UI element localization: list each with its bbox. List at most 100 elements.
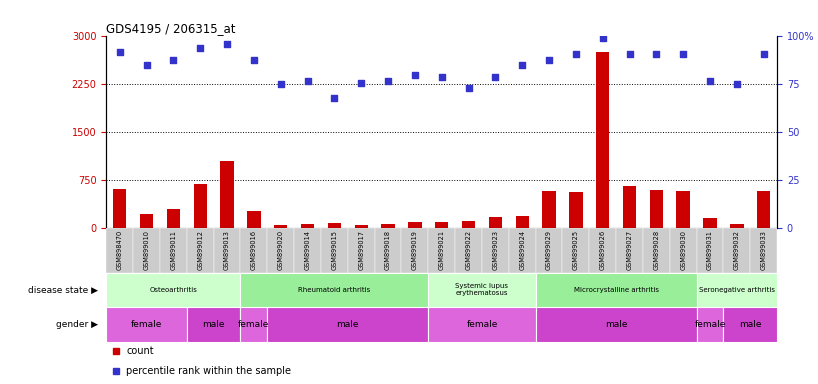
Bar (455, 228, 482, 273)
Bar (194, 184, 207, 228)
Text: count: count (127, 346, 154, 356)
Bar (294, 228, 321, 273)
Point (730, 81, 744, 88)
Bar (240, 307, 267, 342)
Text: Osteoarthritis: Osteoarthritis (150, 287, 197, 293)
Bar (757, 191, 771, 228)
Text: GSM899016: GSM899016 (251, 230, 257, 270)
Point (355, 79, 368, 86)
Text: GSM899010: GSM899010 (144, 230, 150, 270)
Text: GSM899015: GSM899015 (331, 230, 337, 270)
Bar (240, 273, 429, 307)
Bar (321, 228, 348, 273)
Bar (649, 190, 663, 228)
Point (274, 81, 287, 88)
Bar (750, 228, 777, 273)
Text: GSM899029: GSM899029 (546, 230, 552, 270)
Text: male: male (739, 320, 762, 329)
Bar (596, 53, 609, 228)
Text: GSM899021: GSM899021 (438, 230, 445, 270)
Text: female: female (131, 320, 162, 329)
Bar (676, 191, 690, 228)
Text: GSM899023: GSM899023 (492, 230, 498, 270)
Bar (515, 216, 529, 228)
Bar (435, 222, 448, 228)
Bar (213, 228, 240, 273)
Bar (140, 214, 153, 228)
Text: Microcrystalline arthritis: Microcrystalline arthritis (573, 287, 658, 293)
Text: male: male (202, 320, 225, 329)
Bar (536, 273, 697, 307)
Point (435, 74, 448, 80)
Point (623, 51, 636, 57)
Point (649, 51, 663, 57)
Text: male: male (336, 320, 359, 329)
Text: GSM899026: GSM899026 (600, 230, 605, 270)
Text: GSM899032: GSM899032 (734, 230, 739, 270)
Text: GSM899011: GSM899011 (170, 230, 177, 270)
Text: GSM899030: GSM899030 (681, 230, 686, 270)
Point (703, 78, 717, 84)
Bar (274, 225, 287, 228)
Bar (375, 228, 402, 273)
Point (167, 56, 180, 63)
Text: gender ▶: gender ▶ (56, 320, 98, 329)
Bar (536, 307, 697, 342)
Bar (697, 273, 777, 307)
Point (542, 56, 555, 63)
Bar (106, 228, 133, 273)
Bar (106, 307, 187, 342)
Bar (429, 307, 536, 342)
Bar (354, 225, 368, 228)
Text: Systemic lupus
erythematosus: Systemic lupus erythematosus (456, 283, 509, 296)
Bar (113, 189, 127, 228)
Point (113, 49, 126, 55)
Bar (542, 191, 555, 228)
Bar (697, 307, 723, 342)
Point (140, 62, 153, 68)
Bar (267, 228, 294, 273)
Point (301, 78, 314, 84)
Bar (247, 210, 261, 228)
Bar (462, 222, 475, 228)
Text: female: female (238, 320, 270, 329)
Bar (348, 228, 375, 273)
Bar (643, 228, 670, 273)
Text: GSM899019: GSM899019 (412, 230, 418, 270)
Point (194, 45, 207, 51)
Bar (697, 228, 723, 273)
Text: percentile rank within the sample: percentile rank within the sample (127, 366, 291, 376)
Bar (133, 228, 160, 273)
Text: GDS4195 / 206315_at: GDS4195 / 206315_at (106, 22, 236, 35)
Bar (616, 228, 643, 273)
Bar (536, 228, 563, 273)
Bar (670, 228, 697, 273)
Bar (488, 217, 502, 228)
Text: GSM899018: GSM899018 (385, 230, 391, 270)
Text: disease state ▶: disease state ▶ (28, 285, 98, 295)
Bar (187, 307, 240, 342)
Bar (167, 209, 180, 228)
Bar (622, 186, 636, 228)
Point (247, 56, 260, 63)
Text: GSM899013: GSM899013 (224, 230, 230, 270)
Point (462, 85, 475, 91)
Text: GSM899017: GSM899017 (358, 230, 364, 270)
Bar (328, 223, 341, 228)
Text: GSM899031: GSM899031 (707, 230, 713, 270)
Point (328, 95, 341, 101)
Text: GSM899020: GSM899020 (278, 230, 284, 270)
Bar (187, 228, 213, 273)
Bar (703, 218, 717, 228)
Point (515, 62, 528, 68)
Bar (429, 228, 455, 273)
Text: Seronegative arthritis: Seronegative arthritis (699, 287, 775, 293)
Bar (240, 228, 267, 273)
Text: GSM899022: GSM899022 (465, 230, 471, 270)
Bar (723, 228, 750, 273)
Text: male: male (605, 320, 627, 329)
Bar (569, 192, 582, 228)
Bar (106, 273, 240, 307)
Text: Rheumatoid arthritis: Rheumatoid arthritis (299, 287, 371, 293)
Text: GSM899033: GSM899033 (761, 230, 766, 270)
